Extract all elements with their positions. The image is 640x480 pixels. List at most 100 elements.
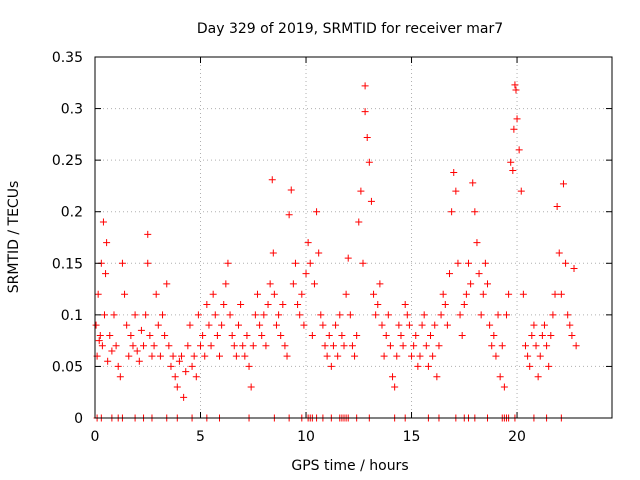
data-point	[249, 342, 257, 350]
data-point	[376, 280, 384, 288]
data-point	[232, 352, 240, 360]
data-point	[553, 203, 561, 211]
data-point	[100, 311, 108, 319]
data-point	[148, 352, 156, 360]
data-point	[279, 301, 287, 309]
data-point	[112, 342, 120, 350]
data-point	[572, 342, 580, 350]
data-point	[207, 342, 215, 350]
data-point	[184, 342, 192, 350]
y-tick-label: 0.35	[52, 50, 83, 66]
data-point	[469, 179, 477, 187]
data-point	[304, 239, 312, 247]
data-point	[435, 342, 443, 350]
data-point	[245, 362, 253, 370]
data-point	[121, 290, 129, 298]
data-point	[171, 373, 179, 381]
data-point	[116, 373, 124, 381]
data-point	[509, 166, 517, 174]
data-point	[300, 321, 308, 329]
data-point	[399, 342, 407, 350]
data-point	[481, 259, 489, 267]
data-point	[490, 331, 498, 339]
data-point	[247, 383, 255, 391]
data-point	[287, 186, 295, 194]
data-point	[150, 342, 158, 350]
data-point	[524, 352, 532, 360]
data-point	[416, 352, 424, 360]
data-point	[433, 373, 441, 381]
data-point	[370, 290, 378, 298]
data-point	[439, 290, 447, 298]
data-point	[103, 239, 111, 247]
data-point	[475, 270, 483, 278]
data-point	[241, 352, 249, 360]
data-point	[351, 352, 359, 360]
data-point	[422, 342, 430, 350]
data-point	[308, 331, 316, 339]
data-point	[222, 280, 230, 288]
data-point	[211, 311, 219, 319]
data-point	[566, 321, 574, 329]
data-point	[94, 290, 102, 298]
x-tick-label: 5	[196, 429, 205, 445]
data-point	[237, 301, 245, 309]
data-point	[446, 270, 454, 278]
data-point	[258, 331, 266, 339]
data-point	[441, 301, 449, 309]
data-point	[336, 311, 344, 319]
y-axis-label: SRMTID / TECUs	[6, 181, 22, 294]
data-point	[492, 352, 500, 360]
data-point	[190, 352, 198, 360]
data-point	[403, 311, 411, 319]
data-point	[323, 352, 331, 360]
data-point	[517, 187, 525, 195]
plot-frame	[94, 56, 613, 419]
data-point	[443, 321, 451, 329]
data-point	[473, 239, 481, 247]
data-point	[226, 311, 234, 319]
data-point	[239, 342, 247, 350]
data-point	[228, 331, 236, 339]
data-point	[386, 342, 394, 350]
data-point	[374, 301, 382, 309]
data-point	[338, 331, 346, 339]
data-point	[555, 249, 563, 257]
data-point	[137, 326, 145, 334]
data-point	[389, 373, 397, 381]
data-point	[486, 321, 494, 329]
data-point	[213, 331, 221, 339]
data-point	[500, 383, 508, 391]
data-point	[199, 331, 207, 339]
data-point	[325, 331, 333, 339]
data-point	[140, 342, 148, 350]
data-point	[456, 311, 464, 319]
data-point	[294, 301, 302, 309]
y-tick-label: 0.05	[52, 359, 83, 375]
y-tick-label: 0	[74, 411, 83, 427]
data-point	[507, 158, 515, 166]
data-point	[526, 362, 534, 370]
data-point	[167, 362, 175, 370]
data-point	[515, 146, 523, 154]
y-tick-label: 0.1	[61, 308, 83, 324]
x-tick-label: 0	[91, 429, 100, 445]
data-point	[568, 331, 576, 339]
data-point	[260, 311, 268, 319]
data-point	[298, 290, 306, 298]
data-point	[275, 311, 283, 319]
data-point	[175, 357, 183, 365]
data-point	[437, 311, 445, 319]
data-point	[315, 249, 323, 257]
data-point	[144, 230, 152, 238]
data-point	[319, 321, 327, 329]
data-point	[393, 352, 401, 360]
data-point	[570, 264, 578, 272]
data-point	[125, 352, 133, 360]
data-point	[269, 249, 277, 257]
data-point	[197, 342, 205, 350]
x-tick-label: 10	[297, 429, 315, 445]
data-point	[194, 311, 202, 319]
data-point	[156, 352, 164, 360]
